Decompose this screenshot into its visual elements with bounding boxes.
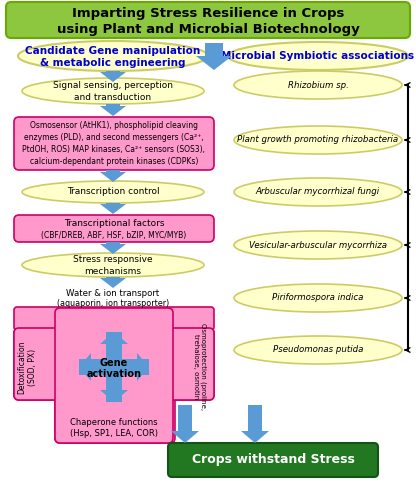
Bar: [106, 71, 120, 72]
Text: (CBF/DREB, ABF, HSF, bZIP, MYC/MYB): (CBF/DREB, ABF, HSF, bZIP, MYC/MYB): [41, 231, 187, 240]
FancyBboxPatch shape: [14, 328, 72, 400]
Text: Stress responsive: Stress responsive: [73, 256, 153, 264]
Polygon shape: [241, 431, 269, 443]
FancyBboxPatch shape: [14, 117, 214, 170]
Polygon shape: [100, 390, 128, 402]
Text: Rhizobium sp.: Rhizobium sp.: [287, 80, 349, 90]
Polygon shape: [100, 244, 126, 254]
FancyBboxPatch shape: [14, 328, 69, 400]
Polygon shape: [100, 106, 126, 116]
Bar: [106, 170, 120, 172]
Polygon shape: [100, 278, 126, 288]
Bar: [106, 203, 120, 204]
Ellipse shape: [18, 41, 208, 71]
Ellipse shape: [234, 71, 402, 99]
Polygon shape: [171, 431, 199, 443]
FancyBboxPatch shape: [14, 215, 214, 242]
FancyBboxPatch shape: [14, 307, 214, 330]
Text: Signal sensing, perception: Signal sensing, perception: [53, 82, 173, 90]
Text: Water & ion transport: Water & ion transport: [67, 288, 160, 298]
Text: Osmosensor (AtHK1), phospholipid cleaving
enzymes (PLD), and second messengers (: Osmosensor (AtHK1), phospholipid cleavin…: [22, 122, 206, 166]
Text: & metabolic engineering: & metabolic engineering: [40, 58, 186, 68]
Ellipse shape: [22, 253, 204, 277]
Bar: [178, 405, 192, 431]
Text: Piriformospora indica: Piriformospora indica: [272, 294, 364, 302]
FancyBboxPatch shape: [168, 443, 378, 477]
Polygon shape: [100, 72, 126, 82]
FancyBboxPatch shape: [157, 328, 214, 400]
FancyBboxPatch shape: [55, 308, 175, 443]
Polygon shape: [100, 204, 126, 214]
Bar: [106, 332, 122, 402]
Bar: [248, 405, 262, 431]
Text: Transcriptional factors: Transcriptional factors: [64, 219, 164, 228]
Text: Plant growth promoting rhizobacteria: Plant growth promoting rhizobacteria: [238, 136, 399, 144]
Bar: [79, 359, 149, 375]
Ellipse shape: [234, 284, 402, 312]
Text: (aquaporin, ion transporter): (aquaporin, ion transporter): [57, 298, 169, 308]
Text: Osmoprotection (proline,
trehalose, osmotin: Osmoprotection (proline, trehalose, osmo…: [193, 324, 207, 410]
FancyBboxPatch shape: [55, 308, 173, 443]
Text: Candidate Gene manipulation: Candidate Gene manipulation: [25, 46, 201, 56]
Ellipse shape: [228, 42, 408, 70]
FancyBboxPatch shape: [55, 307, 173, 330]
Text: activation: activation: [87, 369, 141, 379]
Bar: [106, 242, 120, 244]
Text: Microbial Symbiotic associations: Microbial Symbiotic associations: [221, 51, 415, 61]
Bar: [106, 104, 120, 106]
Ellipse shape: [234, 126, 402, 154]
Ellipse shape: [22, 181, 204, 203]
Ellipse shape: [22, 78, 204, 104]
Ellipse shape: [234, 231, 402, 259]
Polygon shape: [79, 353, 91, 381]
Polygon shape: [137, 353, 149, 381]
Polygon shape: [100, 172, 126, 182]
FancyBboxPatch shape: [157, 328, 214, 400]
Text: and transduction: and transduction: [74, 92, 151, 102]
Text: Pseudomonas putida: Pseudomonas putida: [273, 346, 363, 354]
FancyBboxPatch shape: [6, 2, 410, 38]
Text: Imparting Stress Resilience in Crops: Imparting Stress Resilience in Crops: [72, 6, 344, 20]
Bar: [205, 43, 223, 56]
Text: Transcription control: Transcription control: [67, 188, 159, 196]
Text: using Plant and Microbial Biotechnology: using Plant and Microbial Biotechnology: [57, 22, 359, 36]
Polygon shape: [196, 56, 232, 70]
Polygon shape: [100, 332, 128, 344]
Ellipse shape: [234, 178, 402, 206]
Text: Gene: Gene: [100, 358, 128, 368]
Ellipse shape: [234, 336, 402, 364]
Text: Crops withstand Stress: Crops withstand Stress: [191, 454, 354, 466]
Text: Arbuscular mycorrhizal fungi: Arbuscular mycorrhizal fungi: [256, 188, 380, 196]
Text: mechanisms: mechanisms: [84, 266, 141, 276]
Bar: [106, 277, 120, 278]
Text: Vesicular-arbuscular mycorrhiza: Vesicular-arbuscular mycorrhiza: [249, 240, 387, 250]
Text: Detoxification
(SOD, PX): Detoxification (SOD, PX): [17, 340, 37, 394]
Text: Chaperone functions
(Hsp, SP1, LEA, COR): Chaperone functions (Hsp, SP1, LEA, COR): [70, 418, 158, 438]
